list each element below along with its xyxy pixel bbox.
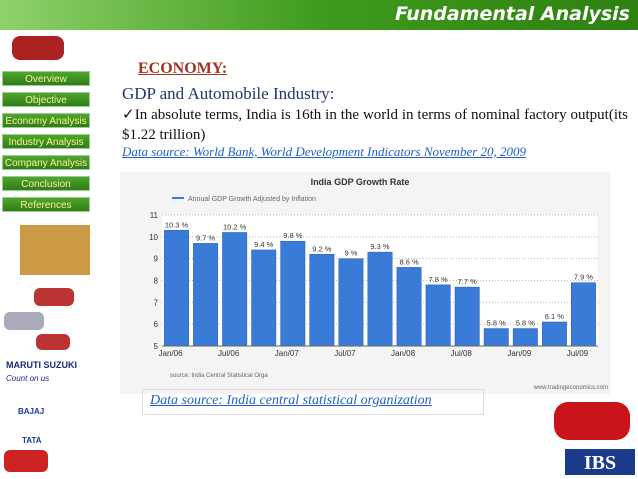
value-label: 10.2 % [223,222,247,231]
chart-credit: www.tradingeconomics.com [533,385,608,391]
y-tick-label: 9 [154,255,159,264]
y-tick-label: 11 [150,211,159,220]
x-tick-label: Jul/06 [218,349,240,358]
y-tick-label: 5 [154,342,159,351]
bar [193,243,219,347]
value-label: 9.8 % [283,231,303,240]
car-icon [554,402,630,440]
logo-text: Count on us [6,374,49,383]
car-icon [36,334,70,350]
bar [338,258,364,347]
x-tick-label: Jan/06 [159,349,184,358]
paragraph: ✓In absolute terms, India is 16th in the… [122,107,628,143]
nav-button[interactable]: Industry Analysis [2,134,90,149]
car-icon [12,36,64,60]
logo-text: TATA [22,436,42,445]
bar [222,232,248,347]
source-link[interactable]: Data source: India central statistical o… [150,393,432,408]
value-label: 9 % [344,249,357,258]
value-label: 7.8 % [429,275,449,284]
nav-button[interactable]: Overview [2,71,90,86]
value-label: 9.2 % [312,244,332,253]
bar [483,328,509,347]
logo-text: BAJAJ [18,407,44,416]
heading: ECONOMY: [138,60,228,77]
bar [541,321,567,347]
chart-title: India GDP Growth Rate [311,177,410,187]
ibs-logo [563,447,637,477]
bar [512,328,538,347]
value-label: 10.3 % [165,220,189,229]
chart-source: source: India Central Statistical Orga [170,373,268,379]
truck-icon [20,225,90,275]
value-label: 5.8 % [487,319,507,328]
bar [309,254,335,347]
logo-text: MARUTI SUZUKI [6,360,77,370]
value-label: 9.3 % [370,242,390,251]
nav-button[interactable]: Objective [2,92,90,107]
x-tick-label: Jul/09 [567,349,589,358]
bike-icon [4,450,48,472]
header-bar [0,0,638,30]
nav-button[interactable]: Company Analysis [2,155,90,170]
source-link[interactable]: Data source: World Bank, World Developme… [122,144,527,159]
nav-button[interactable]: Conclusion [2,176,90,191]
car-icon [4,312,44,330]
x-tick-label: Jan/07 [275,349,300,358]
x-tick-label: Jan/08 [391,349,416,358]
y-tick-label: 8 [154,277,159,286]
value-label: 9.7 % [196,233,216,242]
x-tick-label: Jul/08 [451,349,473,358]
bar [251,249,277,347]
value-label: 7.7 % [458,277,478,286]
bar [454,286,480,347]
value-label: 8.6 % [399,257,419,266]
bar [164,230,189,347]
car-icon [34,288,74,306]
right-images: IBS [554,402,637,477]
chart: India GDP Growth Rate Annual GDP Growth … [120,172,610,394]
y-tick-label: 6 [154,320,159,329]
nav-button[interactable]: Economy Analysis [2,113,90,128]
bar [396,267,422,347]
value-label: 7.9 % [574,273,594,282]
left-images: MARUTI SUZUKI Count on us BAJAJ TATA [4,36,90,472]
source-box [142,389,484,415]
bar [425,284,451,347]
bar [280,240,306,347]
subheading: GDP and Automobile Industry: [122,84,335,103]
header-title: Fundamental Analysis [395,3,630,25]
x-tick-label: Jan/09 [507,349,532,358]
y-tick-label: 10 [149,233,158,242]
bar [571,282,596,347]
nav-button[interactable]: References [2,197,90,212]
value-label: 9.4 % [254,240,274,249]
x-tick-label: Jul/07 [334,349,356,358]
logo-text: IBS [584,452,616,474]
value-label: 5.8 % [516,319,536,328]
bar [367,251,393,347]
value-label: 6.1 % [545,312,565,321]
legend-label: Annual GDP Growth Adjusted by Inflation [188,196,316,203]
y-tick-label: 7 [154,298,159,307]
